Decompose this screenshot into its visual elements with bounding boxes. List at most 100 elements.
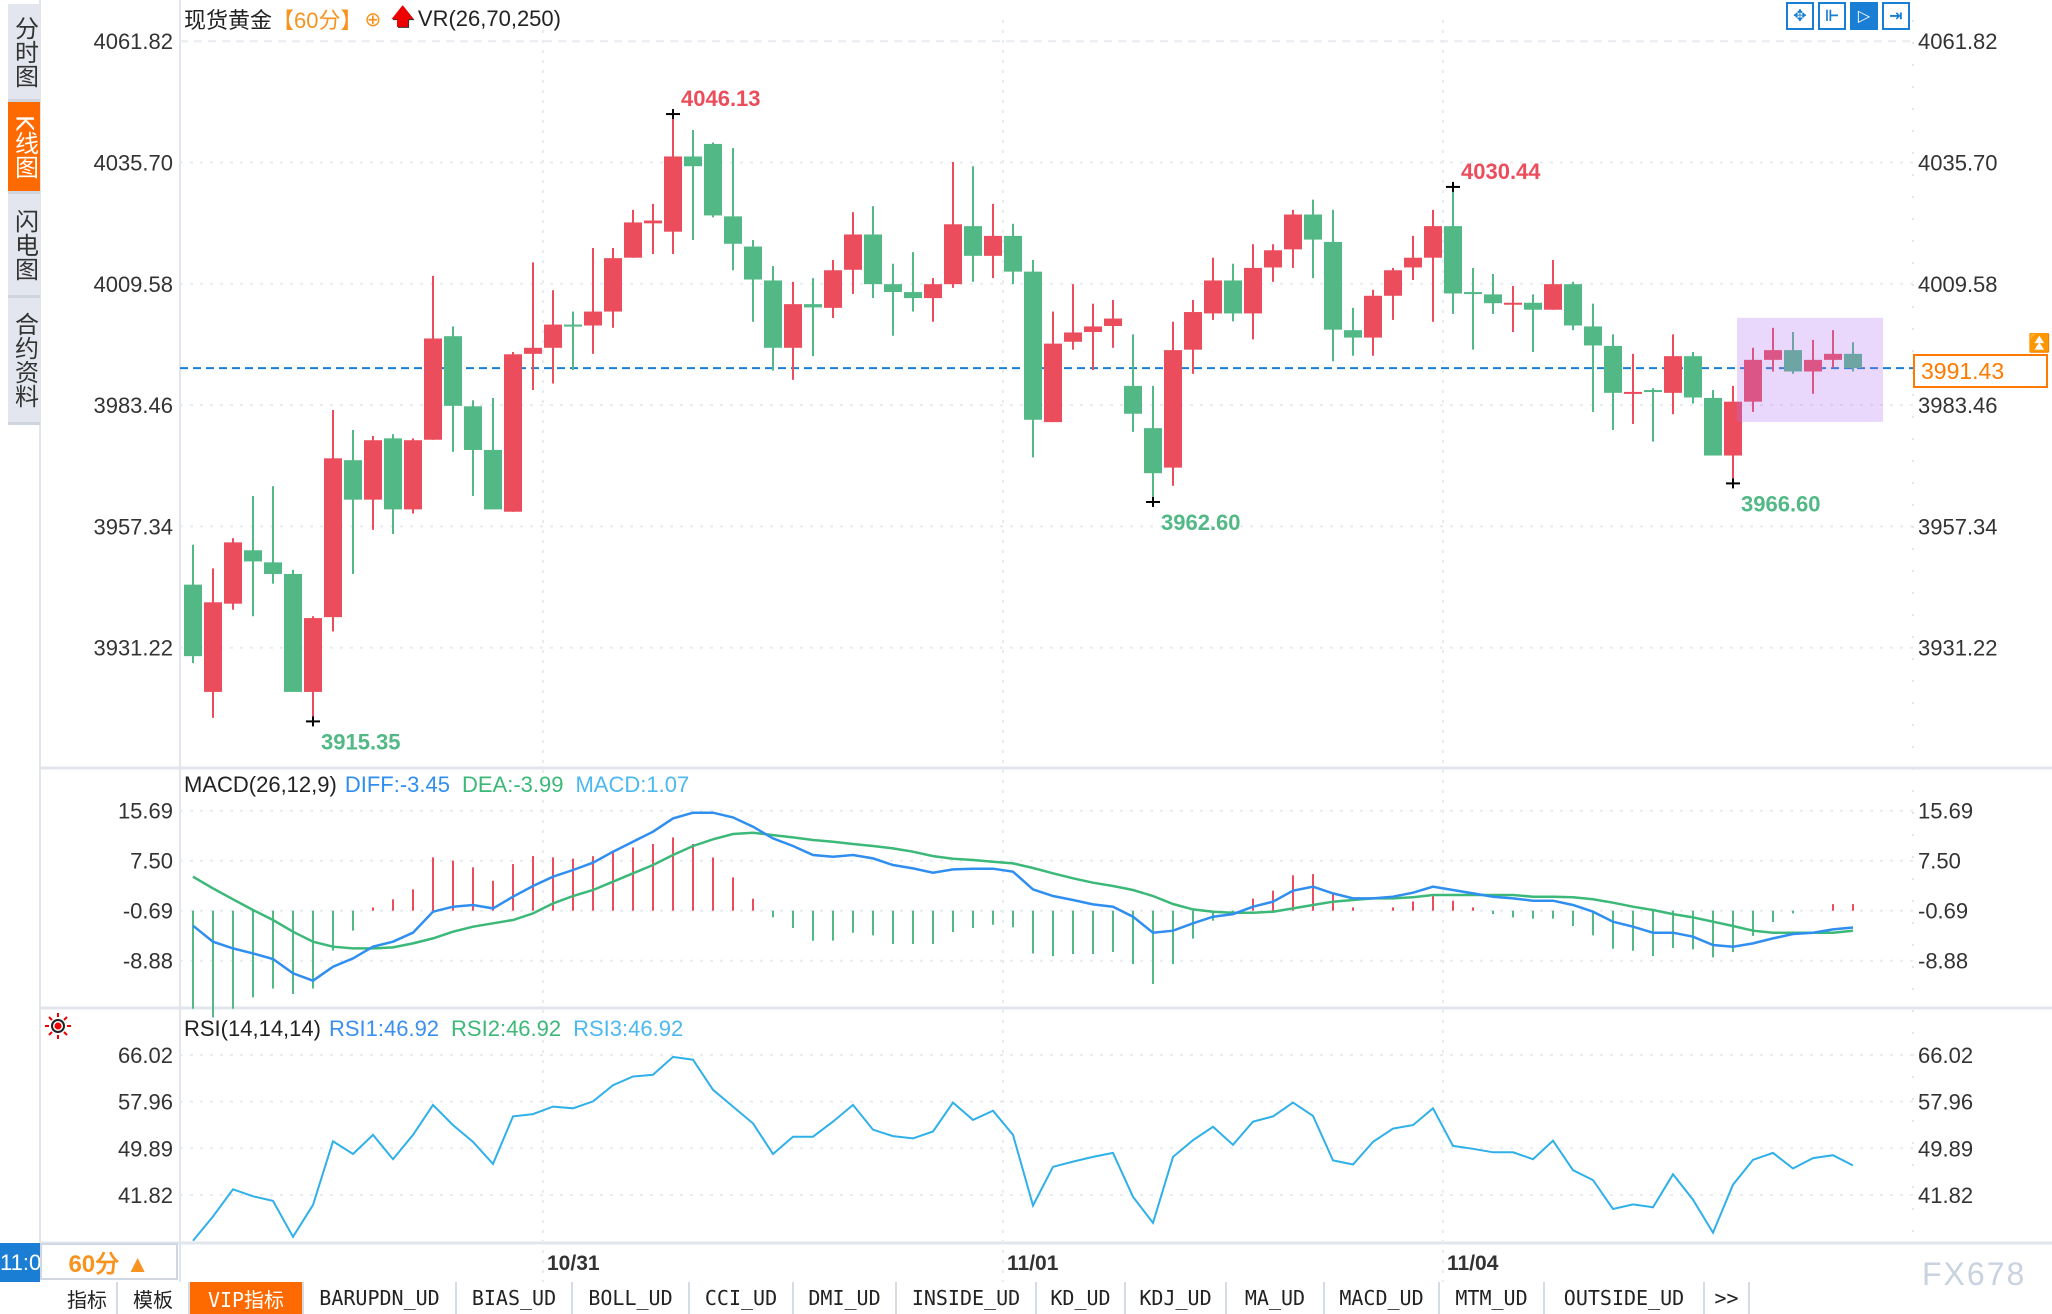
right-tick-label: 41.82	[1918, 1183, 1973, 1208]
candle	[184, 544, 202, 664]
rsi-title[interactable]: RSI(14,14,14)	[184, 1016, 321, 1041]
candle-body	[1384, 270, 1402, 296]
chart-header: 现货黄金 【60分】 ⊕ 🡅 VR(26,70,250)	[184, 4, 561, 34]
tab-vip指标[interactable]: VIP指标	[190, 1282, 304, 1314]
tab-指标[interactable]: 指标	[58, 1282, 118, 1314]
candle-body	[1664, 356, 1682, 393]
chart-toolbar: ✥ ⊩ ▷ ⇥	[1786, 2, 1910, 30]
grid	[39, 0, 2052, 1282]
tab-macd-ud[interactable]: MACD_UD	[1325, 1282, 1440, 1314]
indicator-settings-icon[interactable]	[44, 1012, 72, 1040]
candle-body	[1324, 241, 1342, 330]
candle-body	[1144, 428, 1162, 474]
candle-body	[564, 324, 582, 327]
candle-body	[1364, 295, 1382, 338]
candle-body	[1224, 280, 1242, 314]
candle-body	[724, 216, 742, 244]
tab--[interactable]: >>	[1705, 1282, 1750, 1314]
candle	[1804, 339, 1822, 394]
tab-模板[interactable]: 模板	[118, 1282, 190, 1314]
candle	[1004, 223, 1022, 285]
left-tick-label: 57.96	[118, 1090, 173, 1115]
tab-mtm-ud[interactable]: MTM_UD	[1440, 1282, 1545, 1314]
candle	[1064, 284, 1082, 350]
diff-line	[192, 811, 1854, 983]
sidebar-item-contract-info[interactable]: 合约资料	[8, 298, 40, 425]
candle-body	[924, 284, 942, 299]
left-tick-label: 3983.46	[93, 393, 173, 418]
candle	[964, 166, 982, 282]
view-sidebar: 分时图 K线图 闪电图 合约资料	[8, 4, 40, 425]
selection-overlay	[1737, 317, 1883, 422]
tab-inside-ud[interactable]: INSIDE_UD	[897, 1282, 1037, 1314]
candle	[1424, 209, 1442, 322]
candle	[204, 568, 222, 718]
time-readout: 11:0	[0, 1243, 40, 1282]
rsi2-value: RSI2:46.92	[451, 1016, 562, 1041]
candle	[824, 260, 842, 319]
candle	[924, 278, 942, 322]
tab-cci-ud[interactable]: CCI_UD	[690, 1282, 794, 1314]
candle	[384, 434, 402, 535]
candle	[1044, 311, 1062, 423]
tab-ma-ud[interactable]: MA_UD	[1227, 1282, 1325, 1314]
range-select-icon[interactable]: ⊩	[1818, 2, 1846, 30]
tab-barupdn-ud[interactable]: BARUPDN_UD	[304, 1282, 457, 1314]
candle	[884, 263, 902, 336]
candle	[1364, 289, 1382, 356]
vr-indicator-label[interactable]: VR(26,70,250)	[417, 6, 561, 31]
high-price-label: 4046.13	[681, 86, 761, 111]
candle	[1664, 334, 1682, 415]
candle	[1524, 294, 1542, 352]
candle-body	[884, 284, 902, 293]
right-tick-label: 4035.70	[1918, 151, 1998, 176]
candle	[564, 311, 582, 371]
tab-boll-ud[interactable]: BOLL_UD	[573, 1282, 690, 1314]
candle-body	[664, 156, 682, 232]
candle	[684, 129, 702, 241]
sidebar-item-flash[interactable]: 闪电图	[8, 194, 40, 298]
candle-body	[1044, 343, 1062, 423]
candle	[744, 240, 762, 322]
auto-scroll-icon[interactable]: ▷	[1850, 2, 1878, 30]
candle-body	[624, 222, 642, 258]
tab-kd-ud[interactable]: KD_UD	[1037, 1282, 1126, 1314]
candle-body	[344, 460, 362, 500]
circle-plus-icon[interactable]: ⊕	[364, 8, 382, 31]
period-label[interactable]: 【60分】	[272, 8, 363, 33]
crosshair-icon[interactable]: ✥	[1786, 2, 1814, 30]
candle	[1744, 347, 1762, 412]
tab-kdj-ud[interactable]: KDJ_UD	[1126, 1282, 1227, 1314]
candle	[724, 148, 742, 271]
x-tick-label: 10/31	[547, 1252, 600, 1275]
tab-outside-ud[interactable]: OUTSIDE_UD	[1545, 1282, 1705, 1314]
candle-body	[1304, 214, 1322, 240]
tab-bias-ud[interactable]: BIAS_UD	[457, 1282, 573, 1314]
candle-body	[1484, 294, 1502, 304]
highlight-box	[1737, 317, 1883, 422]
extreme-markers: 4046.13 3915.35 3962.60 4030.44 3966.60	[306, 86, 1821, 754]
candle	[1264, 244, 1282, 282]
candles	[184, 114, 1862, 722]
sidebar-item-timeshare[interactable]: 分时图	[8, 4, 40, 102]
candle	[1784, 332, 1802, 374]
left-tick-label: 49.89	[118, 1136, 173, 1161]
candle-body	[1684, 356, 1702, 398]
candle-body	[1584, 326, 1602, 346]
candle	[604, 247, 622, 328]
tab-dmi-ud[interactable]: DMI_UD	[794, 1282, 897, 1314]
candle-body	[1464, 292, 1482, 295]
candle-body	[1344, 330, 1362, 338]
candle	[1304, 199, 1322, 279]
sidebar-item-kline[interactable]: K线图	[8, 102, 40, 194]
candle	[1624, 353, 1642, 424]
jump-to-latest-icon[interactable]: ⇥	[1882, 2, 1910, 30]
macd-title[interactable]: MACD(26,12,9)	[184, 772, 337, 797]
right-tick-label: 3931.22	[1918, 636, 1998, 661]
candle	[1564, 281, 1582, 331]
candle-body	[944, 224, 962, 285]
period-selector[interactable]: 60分 ▲	[40, 1243, 178, 1280]
candle-body	[784, 304, 802, 348]
left-tick-label: 41.82	[118, 1183, 173, 1208]
